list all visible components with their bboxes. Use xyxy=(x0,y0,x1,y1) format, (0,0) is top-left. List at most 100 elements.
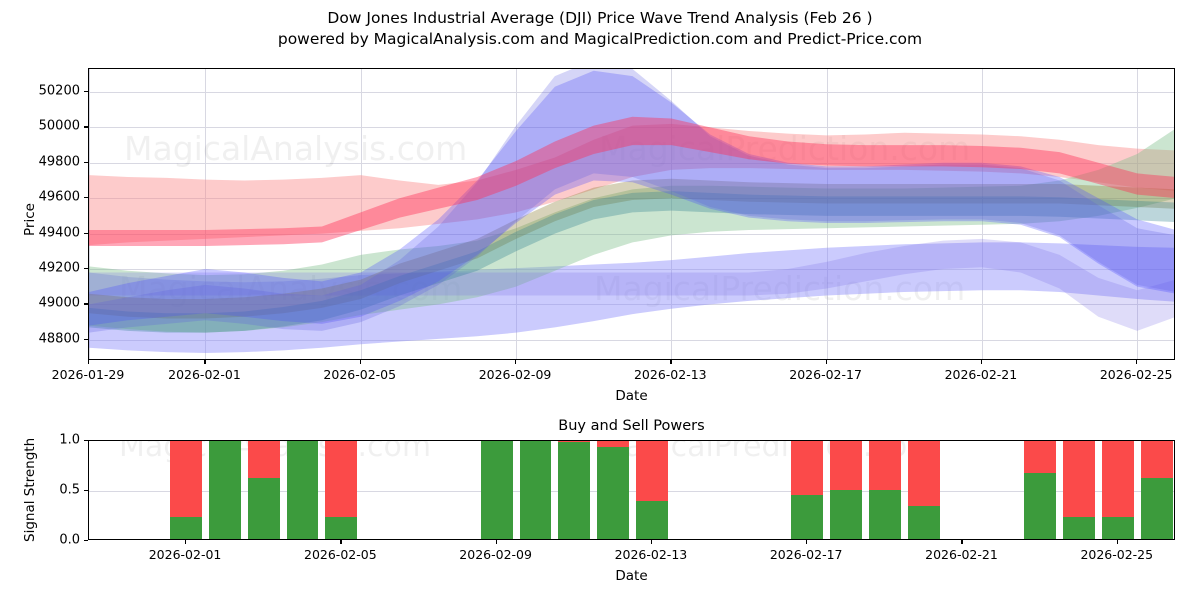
signal-bar-buy xyxy=(1140,478,1173,539)
price-gridline-vertical xyxy=(360,69,362,359)
signal-bar-sell xyxy=(868,441,901,490)
signal-x-tick-label: 2026-02-17 xyxy=(769,547,843,562)
price-y-tick-label: 50200 xyxy=(38,83,80,99)
signal-x-tick-mark xyxy=(340,540,342,544)
price-x-tick-label: 2026-02-05 xyxy=(323,367,397,382)
price-gridline-horizontal xyxy=(89,233,1174,235)
signal-x-tick-label: 2026-02-21 xyxy=(925,547,998,562)
price-gridline-horizontal xyxy=(89,162,1174,164)
price-y-tick-label: 49400 xyxy=(38,225,80,241)
price-band-area xyxy=(89,178,1174,319)
signal-bar-sell xyxy=(791,441,824,495)
signal-bar-buy xyxy=(1063,517,1095,539)
price-y-tick-label: 49600 xyxy=(38,189,80,205)
signal-bar-sell xyxy=(170,441,202,517)
price-axis-x-label: Date xyxy=(615,388,648,404)
signal-gridline-horizontal xyxy=(89,491,1174,492)
signal-bar-buy xyxy=(1101,517,1134,539)
price-x-tick-mark xyxy=(980,360,983,364)
signal-bar-buy xyxy=(247,478,280,539)
signal-bar-sell xyxy=(830,441,862,490)
price-gridline-horizontal xyxy=(89,127,1174,129)
price-x-tick-label: 2026-02-13 xyxy=(633,367,707,382)
signal-bar-buy xyxy=(480,441,513,539)
signal-axis-x-label: Date xyxy=(615,568,648,584)
price-y-tick-mark xyxy=(84,91,88,93)
price-band-area xyxy=(89,129,1174,333)
price-y-tick-label: 50000 xyxy=(38,118,80,134)
price-gridline-vertical xyxy=(1137,69,1139,359)
price-y-tick-mark xyxy=(84,161,88,163)
price-x-tick-mark xyxy=(1136,360,1138,364)
signal-bar-buy xyxy=(907,506,940,539)
chart-title-subtitle: powered by MagicalAnalysis.com and Magic… xyxy=(277,30,923,48)
price-y-tick-label: 49000 xyxy=(38,295,80,311)
price-gridline-vertical xyxy=(516,69,518,359)
signal-bar-buy xyxy=(791,495,824,539)
price-wave-bands xyxy=(89,69,1174,354)
price-band-area xyxy=(89,70,1174,326)
signal-bar-buy xyxy=(286,441,319,539)
signal-bar-buy xyxy=(597,447,629,539)
price-x-tick-label: 2026-02-01 xyxy=(168,367,241,382)
price-y-tick-mark xyxy=(84,303,88,305)
price-y-tick-label: 49800 xyxy=(38,154,80,170)
price-x-tick-mark xyxy=(515,360,517,364)
signal-bar-sell xyxy=(1024,441,1057,473)
price-gridline-vertical xyxy=(981,69,983,359)
price-gridline-vertical xyxy=(826,69,828,359)
signal-bar-buy xyxy=(558,442,591,539)
price-x-tick-mark xyxy=(825,360,827,364)
price-y-tick-mark xyxy=(84,126,88,128)
price-y-tick-mark xyxy=(84,197,88,199)
price-gridline-vertical xyxy=(671,69,673,359)
signal-x-tick-label: 2026-02-25 xyxy=(1080,547,1154,562)
signal-y-tick-label: 0.5 xyxy=(59,482,80,498)
price-band-area xyxy=(89,238,1174,331)
signal-bar-buy xyxy=(635,501,668,539)
price-x-tick-label: 2026-02-25 xyxy=(1099,367,1173,382)
price-gridline-horizontal xyxy=(89,339,1174,341)
price-y-tick-mark xyxy=(84,232,88,234)
price-gridline-horizontal xyxy=(89,92,1174,93)
signal-x-tick-label: 2026-02-01 xyxy=(148,547,222,562)
signal-x-tick-mark xyxy=(1116,540,1118,544)
signal-bar-buy xyxy=(325,517,358,539)
signal-y-tick-mark xyxy=(84,440,88,442)
signal-x-tick-label: 2026-02-09 xyxy=(459,547,532,562)
price-x-tick-mark xyxy=(204,360,206,364)
price-y-tick-label: 49200 xyxy=(38,260,80,276)
signal-bar-sell xyxy=(907,441,940,506)
price-x-tick-label: 2026-01-29 xyxy=(51,367,125,382)
signal-y-tick-mark xyxy=(84,540,88,542)
price-gridline-horizontal xyxy=(89,198,1174,200)
signal-bar-buy xyxy=(519,441,552,539)
signal-bar-sell xyxy=(597,441,629,447)
price-band-area xyxy=(89,242,1174,354)
price-x-tick-mark xyxy=(670,360,672,364)
price-x-tick-label: 2026-02-09 xyxy=(478,367,552,382)
signal-bar-sell xyxy=(247,441,280,478)
price-x-tick-mark xyxy=(359,360,361,364)
signal-bar-sell xyxy=(635,441,668,501)
price-x-tick-mark xyxy=(88,360,90,364)
price-gridline-horizontal xyxy=(89,268,1174,270)
price-y-tick-mark xyxy=(84,338,88,340)
signal-x-tick-mark xyxy=(650,540,653,544)
price-band-area xyxy=(89,191,1174,333)
signal-bar-sell xyxy=(1140,441,1173,478)
chart-title-block: Dow Jones Industrial Average (DJI) Price… xyxy=(0,8,1200,50)
signal-bar-buy xyxy=(1024,473,1057,539)
signal-x-tick-mark xyxy=(961,540,963,544)
signal-bar-buy xyxy=(208,441,241,539)
signal-chart-title: Buy and Sell Powers xyxy=(558,418,705,434)
signal-bar-sell xyxy=(1101,441,1134,517)
price-gridline-vertical xyxy=(89,69,90,359)
price-y-tick-mark xyxy=(84,267,88,270)
price-gridline-horizontal xyxy=(89,304,1174,306)
signal-x-tick-label: 2026-02-13 xyxy=(614,547,688,562)
price-band-area xyxy=(89,69,1174,333)
signal-y-tick-label: 0.0 xyxy=(59,532,80,548)
